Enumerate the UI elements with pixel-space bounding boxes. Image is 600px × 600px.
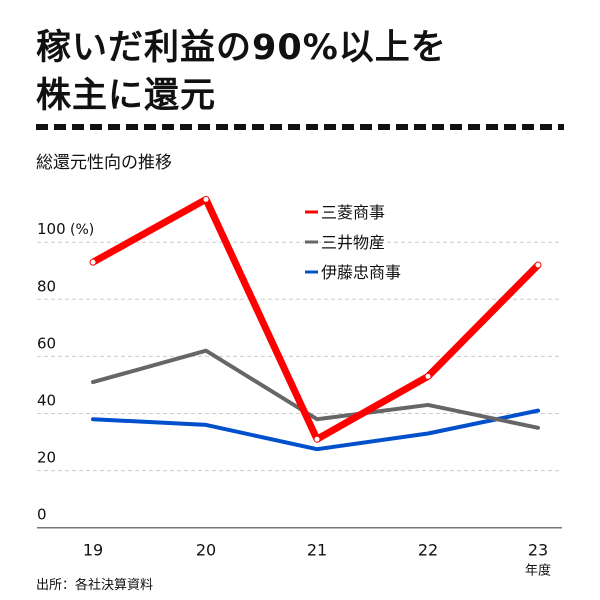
series-line-0 bbox=[89, 195, 542, 443]
x-tick-label: 23 bbox=[528, 541, 548, 560]
data-point-marker bbox=[203, 196, 209, 202]
x-tick-label: 20 bbox=[196, 541, 216, 560]
x-axis-label: 年度 bbox=[525, 563, 551, 579]
data-point-marker bbox=[425, 373, 431, 379]
y-tick-label: 80 bbox=[37, 277, 56, 295]
title-separator bbox=[36, 124, 564, 130]
chart-subtitle: 総還元性向の推移 bbox=[36, 153, 172, 173]
x-tick-label: 19 bbox=[83, 541, 103, 560]
data-point-marker bbox=[314, 436, 320, 442]
y-axis-unit: (%) bbox=[70, 222, 94, 238]
y-tick-label: 40 bbox=[37, 392, 56, 410]
x-tick-label: 22 bbox=[418, 541, 438, 560]
legend-label: 伊藤忠商事 bbox=[321, 263, 401, 282]
y-tick-label: 20 bbox=[37, 449, 56, 467]
legend-label: 三井物産 bbox=[321, 233, 385, 252]
y-tick-label: 60 bbox=[37, 334, 56, 352]
title-line-2: 株主に還元 bbox=[36, 76, 217, 116]
legend-label: 三菱商事 bbox=[321, 203, 385, 222]
data-point-marker bbox=[90, 259, 96, 265]
y-tick-label: 100 bbox=[37, 220, 66, 238]
series-line-2 bbox=[91, 408, 540, 452]
x-tick-label: 21 bbox=[307, 541, 327, 560]
title-line-1: 稼いだ利益の90%以上を bbox=[36, 28, 447, 68]
y-tick-label: 0 bbox=[37, 506, 47, 524]
data-point-marker bbox=[535, 262, 541, 268]
source-note: 出所：各社決算資料 bbox=[36, 578, 154, 593]
series-line-1 bbox=[91, 348, 540, 430]
chart-title: 稼いだ利益の90%以上を 株主に還元 bbox=[36, 24, 447, 120]
